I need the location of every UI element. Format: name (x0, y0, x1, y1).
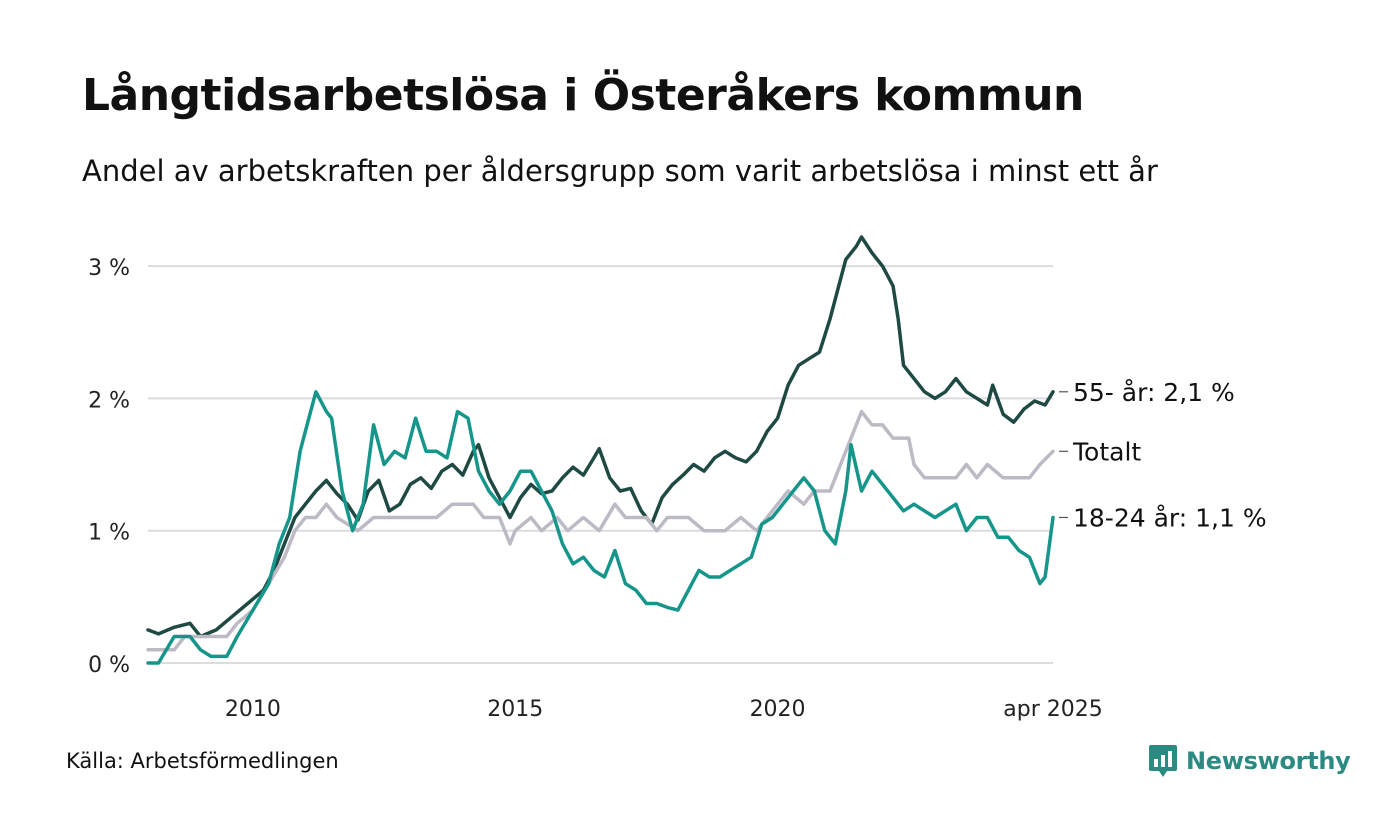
series-end-label: 18-24 år: 1,1 % (1073, 503, 1267, 532)
source-note: Källa: Arbetsförmedlingen (66, 749, 339, 773)
series-lines (146, 235, 1055, 665)
series-end-labels: 55- år: 2,1 % Totalt 18-24 år: 1,1 % (1059, 378, 1267, 532)
y-tick-label: 2 % (88, 388, 130, 413)
brand-name: Newsworthy (1186, 747, 1351, 775)
y-tick-label: 1 % (88, 521, 130, 546)
y-axis-tick-labels: 0 % 1 % 2 % 3 % (88, 256, 130, 678)
chart-title: Långtidsarbetslösa i Österåkers kommun (82, 70, 1084, 121)
x-axis-tick-labels: 2010 2015 2020 apr 2025 (225, 697, 1103, 722)
x-tick-label: 2020 (750, 697, 806, 722)
series-end-label: 55- år: 2,1 % (1073, 378, 1235, 407)
series-line (146, 409, 1055, 652)
y-tick-label: 3 % (88, 256, 130, 281)
series-line (146, 390, 1055, 665)
brand-logo[interactable]: Newsworthy (1148, 744, 1351, 778)
x-tick-label: 2010 (225, 697, 281, 722)
grid-lines (148, 265, 1053, 664)
x-tick-label: 2015 (487, 697, 543, 722)
series-line (146, 235, 1055, 639)
y-tick-label: 0 % (88, 653, 130, 678)
newsworthy-chart-icon (1149, 745, 1177, 777)
chart-subtitle: Andel av arbetskraften per åldersgrupp s… (82, 154, 1158, 188)
x-tick-label: apr 2025 (1003, 697, 1102, 722)
series-end-label: Totalt (1072, 437, 1141, 466)
